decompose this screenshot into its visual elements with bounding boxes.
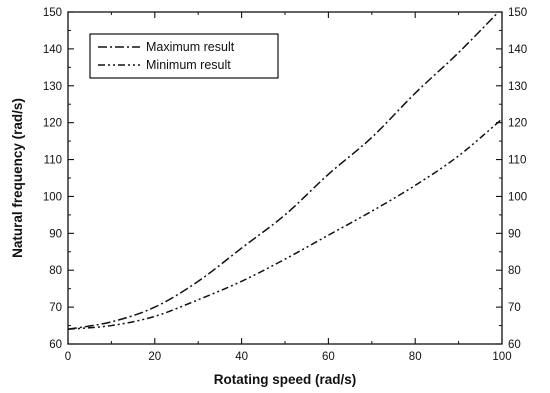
y-tick-label-right: 150: [508, 7, 527, 19]
y-tick-label: 70: [49, 302, 62, 314]
y-tick-label-right: 140: [508, 44, 527, 56]
y-axis-title: Natural frequency (rad/s): [10, 98, 25, 258]
legend-box: [89, 33, 279, 79]
x-tick-label: 0: [65, 351, 71, 363]
y-tick-label-right: 80: [508, 265, 521, 277]
y-tick-label: 120: [43, 118, 62, 130]
x-tick-label: 100: [492, 351, 511, 363]
x-tick-label: 80: [409, 351, 422, 363]
legend-label-minimum: Minimum result: [146, 58, 231, 72]
y-tick-label: 60: [49, 339, 62, 351]
y-tick-label-right: 100: [508, 191, 527, 203]
y-tick-label-right: 110: [508, 155, 526, 167]
y-tick-label-right: 120: [508, 118, 527, 130]
y-tick-label: 90: [49, 228, 62, 240]
y-tick-label: 80: [49, 265, 62, 277]
x-axis-title: Rotating speed (rad/s): [214, 372, 357, 387]
y-tick-label-right: 130: [508, 81, 527, 93]
y-tick-label-right: 90: [508, 228, 521, 240]
series-line-minimum: [68, 118, 502, 330]
y-tick-label: 110: [44, 155, 62, 167]
y-tick-label-right: 70: [508, 302, 521, 314]
y-tick-label: 130: [43, 81, 62, 93]
x-tick-label: 60: [322, 351, 335, 363]
y-tick-label: 150: [43, 7, 62, 19]
series-line-maximum: [68, 12, 500, 330]
x-tick-label: 20: [148, 351, 161, 363]
y-tick-label: 100: [43, 191, 62, 203]
x-tick-label: 40: [235, 351, 248, 363]
legend-label-maximum: Maximum result: [146, 40, 235, 54]
y-tick-label: 140: [43, 44, 62, 56]
y-tick-label-right: 60: [508, 339, 521, 351]
